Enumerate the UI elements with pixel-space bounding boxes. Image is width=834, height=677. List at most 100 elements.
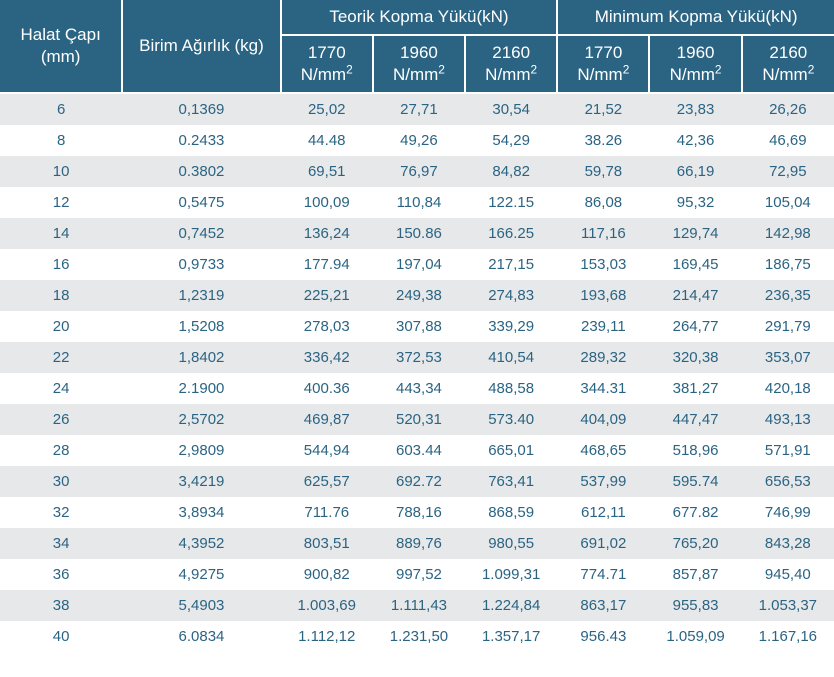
- table-cell: 117,16: [557, 218, 649, 249]
- table-cell: 1.357,17: [465, 621, 557, 652]
- table-cell: 0,9733: [122, 249, 280, 280]
- table-cell: 307,88: [373, 311, 465, 342]
- table-cell: 956.43: [557, 621, 649, 652]
- table-cell: 889,76: [373, 528, 465, 559]
- table-cell: 320,38: [649, 342, 741, 373]
- table-cell: 14: [0, 218, 122, 249]
- col-header-theo-2160: 2160N/mm2: [465, 35, 557, 93]
- table-cell: 6.0834: [122, 621, 280, 652]
- table-cell: 2,9809: [122, 435, 280, 466]
- table-cell: 38: [0, 590, 122, 621]
- table-cell: 692.72: [373, 466, 465, 497]
- table-cell: 27,71: [373, 93, 465, 125]
- table-cell: 32: [0, 497, 122, 528]
- table-cell: 142,98: [742, 218, 834, 249]
- col-group-minimum: Minimum Kopma Yükü(kN): [557, 0, 834, 35]
- table-cell: 105,04: [742, 187, 834, 218]
- table-cell: 868,59: [465, 497, 557, 528]
- table-cell: 122.15: [465, 187, 557, 218]
- table-cell: 443,34: [373, 373, 465, 404]
- table-cell: 1.231,50: [373, 621, 465, 652]
- table-cell: 980,55: [465, 528, 557, 559]
- table-cell: 59,78: [557, 156, 649, 187]
- table-cell: 571,91: [742, 435, 834, 466]
- col-header-diameter: Halat Çapı (mm): [0, 0, 122, 93]
- table-row: 181,2319225,21249,38274,83193,68214,4723…: [0, 280, 834, 311]
- table-cell: 420,18: [742, 373, 834, 404]
- table-cell: 193,68: [557, 280, 649, 311]
- table-cell: 353,07: [742, 342, 834, 373]
- table-cell: 236,35: [742, 280, 834, 311]
- table-cell: 2.1900: [122, 373, 280, 404]
- table-cell: 955,83: [649, 590, 741, 621]
- table-cell: 36: [0, 559, 122, 590]
- table-cell: 169,45: [649, 249, 741, 280]
- table-cell: 788,16: [373, 497, 465, 528]
- table-cell: 945,40: [742, 559, 834, 590]
- table-cell: 110,84: [373, 187, 465, 218]
- table-cell: 1.003,69: [281, 590, 373, 621]
- table-cell: 12: [0, 187, 122, 218]
- table-cell: 857,87: [649, 559, 741, 590]
- table-cell: 746,99: [742, 497, 834, 528]
- table-row: 60,136925,0227,7130,5421,5223,8326,26: [0, 93, 834, 125]
- table-cell: 4,9275: [122, 559, 280, 590]
- table-cell: 153,03: [557, 249, 649, 280]
- table-cell: 843,28: [742, 528, 834, 559]
- table-cell: 274,83: [465, 280, 557, 311]
- table-cell: 2,5702: [122, 404, 280, 435]
- table-cell: 10: [0, 156, 122, 187]
- table-cell: 1,5208: [122, 311, 280, 342]
- table-cell: 4,3952: [122, 528, 280, 559]
- table-cell: 20: [0, 311, 122, 342]
- table-cell: 26,26: [742, 93, 834, 125]
- table-cell: 225,21: [281, 280, 373, 311]
- table-cell: 774.71: [557, 559, 649, 590]
- table-row: 303,4219625,57692.72763,41537,99595.7465…: [0, 466, 834, 497]
- table-cell: 763,41: [465, 466, 557, 497]
- rope-spec-table: Halat Çapı (mm) Birim Ağırlık (kg) Teori…: [0, 0, 834, 652]
- table-cell: 765,20: [649, 528, 741, 559]
- table-cell: 665,01: [465, 435, 557, 466]
- table-cell: 336,42: [281, 342, 373, 373]
- table-cell: 214,47: [649, 280, 741, 311]
- table-row: 262,5702469,87520,31573.40404,09447,4749…: [0, 404, 834, 435]
- table-cell: 469,87: [281, 404, 373, 435]
- table-cell: 410,54: [465, 342, 557, 373]
- col-group-theoretical: Teorik Kopma Yükü(kN): [281, 0, 558, 35]
- table-row: 80.243344.4849,2654,2938.2642,3646,69: [0, 125, 834, 156]
- table-cell: 186,75: [742, 249, 834, 280]
- table-cell: 339,29: [465, 311, 557, 342]
- table-row: 120,5475100,09110,84122.1586,0895,32105,…: [0, 187, 834, 218]
- table-cell: 44.48: [281, 125, 373, 156]
- table-cell: 100,09: [281, 187, 373, 218]
- table-cell: 25,02: [281, 93, 373, 125]
- table-cell: 150.86: [373, 218, 465, 249]
- table-cell: 26: [0, 404, 122, 435]
- col-header-theo-1770: 1770N/mm2: [281, 35, 373, 93]
- table-cell: 1,8402: [122, 342, 280, 373]
- table-cell: 136,24: [281, 218, 373, 249]
- table-cell: 518,96: [649, 435, 741, 466]
- table-cell: 691,02: [557, 528, 649, 559]
- table-cell: 278,03: [281, 311, 373, 342]
- table-cell: 0.3802: [122, 156, 280, 187]
- table-cell: 1,2319: [122, 280, 280, 311]
- table-cell: 28: [0, 435, 122, 466]
- table-cell: 54,29: [465, 125, 557, 156]
- table-cell: 16: [0, 249, 122, 280]
- table-cell: 72,95: [742, 156, 834, 187]
- table-cell: 1.167,16: [742, 621, 834, 652]
- table-cell: 197,04: [373, 249, 465, 280]
- table-cell: 264,77: [649, 311, 741, 342]
- table-cell: 0,1369: [122, 93, 280, 125]
- table-cell: 23,83: [649, 93, 741, 125]
- table-cell: 249,38: [373, 280, 465, 311]
- table-row: 201,5208278,03307,88339,29239,11264,7729…: [0, 311, 834, 342]
- table-cell: 0,7452: [122, 218, 280, 249]
- table-cell: 900,82: [281, 559, 373, 590]
- table-cell: 177.94: [281, 249, 373, 280]
- table-cell: 40: [0, 621, 122, 652]
- table-cell: 1.053,37: [742, 590, 834, 621]
- table-cell: 573.40: [465, 404, 557, 435]
